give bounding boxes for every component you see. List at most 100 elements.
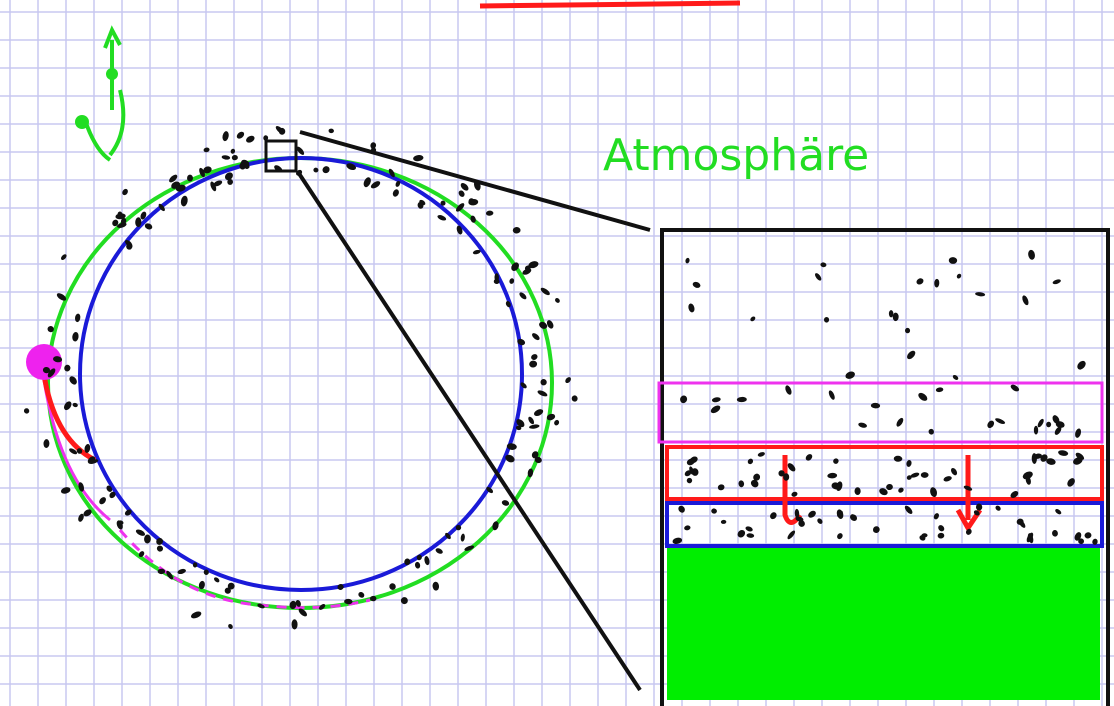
particle-dot: [486, 210, 494, 216]
particle-dot: [232, 155, 239, 161]
particle-dot: [749, 316, 756, 323]
particle-dot: [791, 491, 799, 498]
green-arrows: [85, 30, 123, 160]
particle-dot: [1034, 426, 1038, 435]
particle-dot: [757, 451, 765, 457]
planet-outline: [80, 158, 522, 590]
particle-dot: [950, 467, 959, 476]
particle-dot: [357, 591, 365, 599]
particle-dot: [115, 519, 124, 530]
particle-dot: [501, 499, 510, 506]
particle-dot: [62, 400, 73, 411]
particle-dot: [687, 303, 695, 313]
particle-dot: [895, 417, 905, 428]
particle-dot: [1074, 428, 1082, 439]
particle-dot: [827, 473, 837, 479]
particle-dot: [187, 175, 193, 182]
ground: [667, 548, 1100, 700]
particle-dot: [437, 214, 447, 222]
particle-dot: [435, 547, 444, 555]
particle-dot: [571, 395, 578, 402]
particle-dot: [677, 504, 686, 513]
particle-dot: [414, 561, 421, 569]
particle-dot: [180, 195, 189, 207]
particle-dot: [190, 610, 202, 620]
particle-dot: [889, 310, 894, 317]
particle-dot: [784, 384, 793, 395]
particle-dot: [527, 416, 535, 425]
particle-dot: [43, 439, 49, 448]
particle-dot: [679, 395, 688, 404]
particle-dot: [685, 257, 690, 263]
particle-dot: [786, 529, 796, 540]
particle-dot: [894, 456, 903, 462]
particle-dot: [1052, 530, 1059, 537]
particle-dot: [370, 180, 382, 190]
particle-dot: [321, 165, 331, 175]
green-dot: [75, 115, 89, 129]
particle-dot: [937, 524, 946, 533]
particle-dot: [530, 353, 539, 361]
particle-dot: [1036, 418, 1045, 428]
particle-dot: [1021, 294, 1030, 306]
lower-layer: [667, 503, 1102, 546]
particle-dot: [832, 457, 840, 465]
particle-dot: [230, 148, 236, 154]
particle-dot: [222, 131, 230, 142]
particle-dot: [1058, 449, 1069, 456]
particle-dot: [747, 458, 754, 466]
particle-dot: [64, 364, 71, 372]
particle-dot: [531, 332, 541, 342]
atmosphere-label: Atmosphäre: [603, 130, 869, 181]
particle-dot: [1054, 508, 1062, 515]
particle-dot: [23, 407, 30, 414]
particle-dot: [986, 419, 996, 429]
particle-dot: [828, 389, 836, 400]
particle-dot: [936, 387, 944, 393]
particle-dot: [717, 483, 725, 491]
particle-dot: [872, 525, 882, 535]
particle-dot: [836, 509, 845, 520]
particle-dot: [943, 475, 953, 482]
particle-dot: [72, 402, 78, 407]
particle-dot: [72, 332, 79, 342]
particle-dot: [807, 509, 817, 519]
top-stroke: [480, 3, 740, 6]
particle-dot: [835, 481, 843, 492]
particle-dot: [903, 504, 913, 515]
particle-dot: [413, 154, 424, 161]
particle-dot: [221, 155, 230, 160]
particle-dot: [529, 360, 537, 367]
particle-dot: [227, 623, 234, 630]
particle-dot: [1052, 278, 1061, 285]
particle-dot: [213, 576, 220, 583]
particle-dot: [529, 424, 540, 430]
page: Atmosphäre: [0, 0, 1114, 706]
particle-dot: [392, 188, 400, 197]
particle-dot: [460, 533, 465, 542]
particle-dot: [1027, 249, 1035, 260]
particle-dot: [1076, 359, 1088, 371]
particle-dot: [712, 397, 722, 403]
particle-dot: [564, 376, 572, 384]
particle-dot: [245, 134, 256, 144]
particle-dot: [921, 472, 929, 478]
particle-dot: [156, 545, 164, 553]
particle-dot: [709, 404, 721, 415]
zoom-box: [266, 141, 296, 171]
particle-dot: [553, 419, 560, 426]
particle-dot: [738, 480, 744, 488]
green-dot: [106, 68, 118, 80]
particle-dot: [814, 272, 823, 282]
particle-dot: [905, 349, 916, 360]
particle-dot: [994, 505, 1001, 512]
particle-dot: [745, 525, 754, 532]
particle-dot: [952, 374, 959, 381]
particle-dot: [721, 520, 727, 524]
particle-dot: [684, 525, 691, 531]
particle-dot: [934, 279, 940, 288]
particle-dot: [786, 462, 797, 473]
particle-dot: [328, 128, 334, 133]
particle-dot: [915, 277, 924, 286]
zoom-line: [298, 172, 640, 690]
